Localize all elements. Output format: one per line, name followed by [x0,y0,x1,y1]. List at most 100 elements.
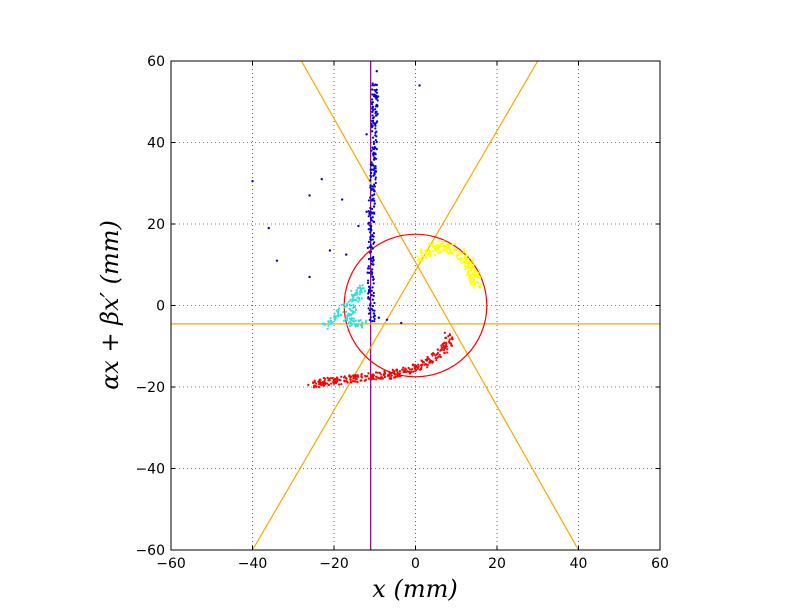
data-point [353,293,356,297]
data-point [367,199,370,202]
data-point [372,373,375,376]
data-point [369,236,372,239]
data-point [313,384,316,387]
data-point [374,165,377,168]
data-point [374,178,377,181]
data-point [368,286,371,289]
data-point [342,376,346,379]
data-point [444,342,448,346]
y-tick-label: 0 [156,299,165,315]
data-point [436,348,439,351]
data-point [378,371,381,375]
data-point [373,317,376,321]
data-point [418,260,421,263]
data-point [474,269,477,273]
data-point [369,175,373,178]
data-point [371,107,374,110]
data-point [370,219,373,222]
data-point [350,317,354,320]
data-point [374,108,377,111]
data-point [396,371,399,374]
axis-ticks: −60 −40 −20 0 20 40 60 −60 −40 −20 0 20 40 60 [135,54,668,572]
data-point [369,250,373,253]
data-point [393,371,396,374]
data-point [340,314,343,317]
data-point [454,242,457,245]
data-point [442,344,445,347]
data-point [360,289,363,292]
data-point [436,243,439,246]
data-point [345,253,348,256]
data-point [369,186,372,189]
y-tick-label: 20 [147,217,165,233]
data-point [432,245,435,248]
data-point [369,226,373,230]
data-point [371,152,375,155]
data-point [414,369,417,372]
data-point [352,320,355,323]
data-point [329,316,332,320]
data-point [371,216,374,219]
data-point [417,363,420,366]
data-point [345,323,349,327]
data-point [332,381,335,384]
data-point [326,327,329,331]
data-point [477,281,480,284]
data-point [351,310,355,313]
data-point [443,351,446,355]
data-point [371,268,374,271]
data-point [411,368,414,371]
data-point [331,376,334,380]
data-point [437,240,440,243]
data-point [468,275,471,278]
data-point [468,266,471,269]
data-point [340,198,344,201]
data-point [322,384,326,387]
x-tick-label: 60 [651,556,669,572]
data-point [354,308,357,311]
data-point [451,243,454,246]
data-point [336,314,339,317]
data-point [354,376,357,379]
data-point [369,244,372,247]
data-point [354,380,357,383]
data-point [374,167,377,170]
data-point [323,323,326,326]
data-point [369,238,372,241]
data-point [335,380,339,383]
data-point [374,153,377,156]
data-point [334,378,337,381]
data-point [375,148,378,151]
data-point [448,338,451,341]
data-point [327,383,331,387]
data-point [371,234,374,237]
data-point [452,248,456,251]
data-point [312,386,315,389]
data-point [383,370,386,373]
data-point [371,114,374,117]
y-tick-label: −60 [135,543,165,559]
data-point [367,221,370,224]
data-point [344,318,347,321]
data-point [355,289,358,292]
data-point [337,308,340,311]
data-point [370,257,373,260]
data-point [367,265,370,268]
data-point [374,94,377,97]
data-point [366,267,370,270]
data-point [330,320,333,323]
data-point [431,354,434,357]
data-point [372,282,375,285]
data-point [372,142,376,145]
data-point [340,303,343,306]
data-point [317,381,320,384]
data-point [370,101,374,104]
data-point [372,136,375,139]
data-point [435,246,438,249]
data-point [371,320,374,323]
data-point [358,298,361,302]
data-point [368,309,371,312]
data-point [438,251,441,254]
data-point [368,318,371,322]
data-point [451,252,454,255]
